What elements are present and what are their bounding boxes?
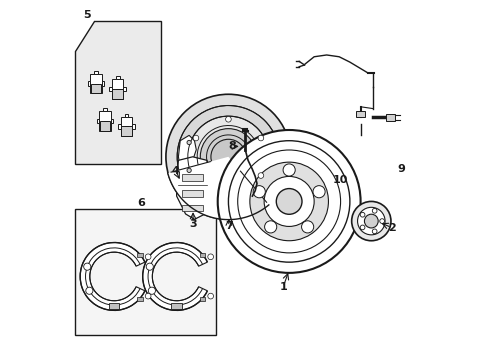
Text: 2: 2 (387, 222, 395, 233)
Bar (75, 208, 216, 336)
Bar (385, 114, 394, 121)
Bar (171, 303, 182, 309)
Bar (108, 303, 119, 309)
Text: 4: 4 (172, 166, 180, 176)
Text: 5: 5 (82, 10, 90, 20)
Bar (182, 204, 203, 211)
Polygon shape (178, 135, 196, 175)
Circle shape (364, 214, 377, 228)
Polygon shape (142, 243, 207, 310)
Circle shape (207, 293, 213, 299)
Polygon shape (167, 157, 268, 220)
Circle shape (258, 135, 263, 141)
Bar (182, 190, 203, 197)
Bar (91, 84, 101, 93)
Bar (102, 81, 104, 86)
Circle shape (276, 189, 302, 214)
Circle shape (210, 139, 245, 174)
Circle shape (379, 219, 384, 224)
Bar (100, 121, 110, 131)
Bar (200, 297, 205, 301)
Bar (116, 76, 119, 79)
Circle shape (146, 263, 153, 270)
Polygon shape (80, 243, 144, 310)
Circle shape (200, 129, 256, 185)
Circle shape (145, 293, 151, 299)
Circle shape (177, 105, 279, 208)
Bar (111, 119, 113, 123)
Bar (90, 74, 102, 93)
Circle shape (148, 287, 155, 294)
Bar (200, 253, 205, 257)
Circle shape (371, 208, 376, 213)
Bar (182, 174, 203, 181)
Circle shape (253, 186, 265, 198)
Circle shape (186, 140, 191, 145)
Circle shape (193, 135, 198, 141)
Bar (103, 108, 107, 111)
Circle shape (217, 130, 360, 273)
Circle shape (258, 173, 263, 178)
Circle shape (283, 164, 295, 176)
Circle shape (186, 168, 191, 172)
Circle shape (301, 221, 313, 233)
Bar (123, 87, 125, 91)
Bar (121, 126, 132, 136)
Bar (137, 297, 142, 301)
Circle shape (165, 94, 290, 219)
Polygon shape (75, 21, 160, 164)
Bar (112, 89, 122, 99)
Text: 3: 3 (189, 219, 197, 229)
Bar (124, 113, 128, 117)
Bar (94, 71, 98, 74)
Circle shape (207, 254, 213, 260)
Bar (97, 119, 99, 123)
Bar (109, 87, 112, 91)
Circle shape (360, 212, 364, 217)
Text: 6: 6 (137, 198, 144, 208)
Circle shape (237, 150, 340, 253)
Circle shape (360, 225, 364, 230)
Bar (356, 111, 364, 117)
Circle shape (225, 116, 231, 122)
Bar (112, 79, 123, 99)
Bar (118, 124, 121, 129)
Circle shape (228, 141, 349, 262)
Circle shape (264, 176, 313, 226)
Polygon shape (176, 157, 210, 219)
Circle shape (357, 207, 384, 235)
Bar (88, 81, 90, 86)
Text: 1: 1 (279, 282, 286, 292)
Circle shape (264, 221, 276, 233)
Circle shape (83, 263, 91, 270)
Circle shape (371, 229, 376, 234)
Bar (132, 124, 135, 129)
Circle shape (351, 202, 390, 241)
Circle shape (249, 162, 328, 241)
Circle shape (312, 186, 325, 198)
Text: 8: 8 (228, 141, 235, 152)
Bar (137, 253, 142, 257)
Bar (121, 117, 132, 136)
Text: 10: 10 (332, 175, 347, 185)
Circle shape (145, 254, 151, 260)
Text: 7: 7 (224, 221, 232, 231)
Circle shape (187, 116, 268, 197)
Circle shape (85, 287, 93, 294)
Text: 9: 9 (397, 164, 405, 174)
Bar (99, 111, 111, 131)
